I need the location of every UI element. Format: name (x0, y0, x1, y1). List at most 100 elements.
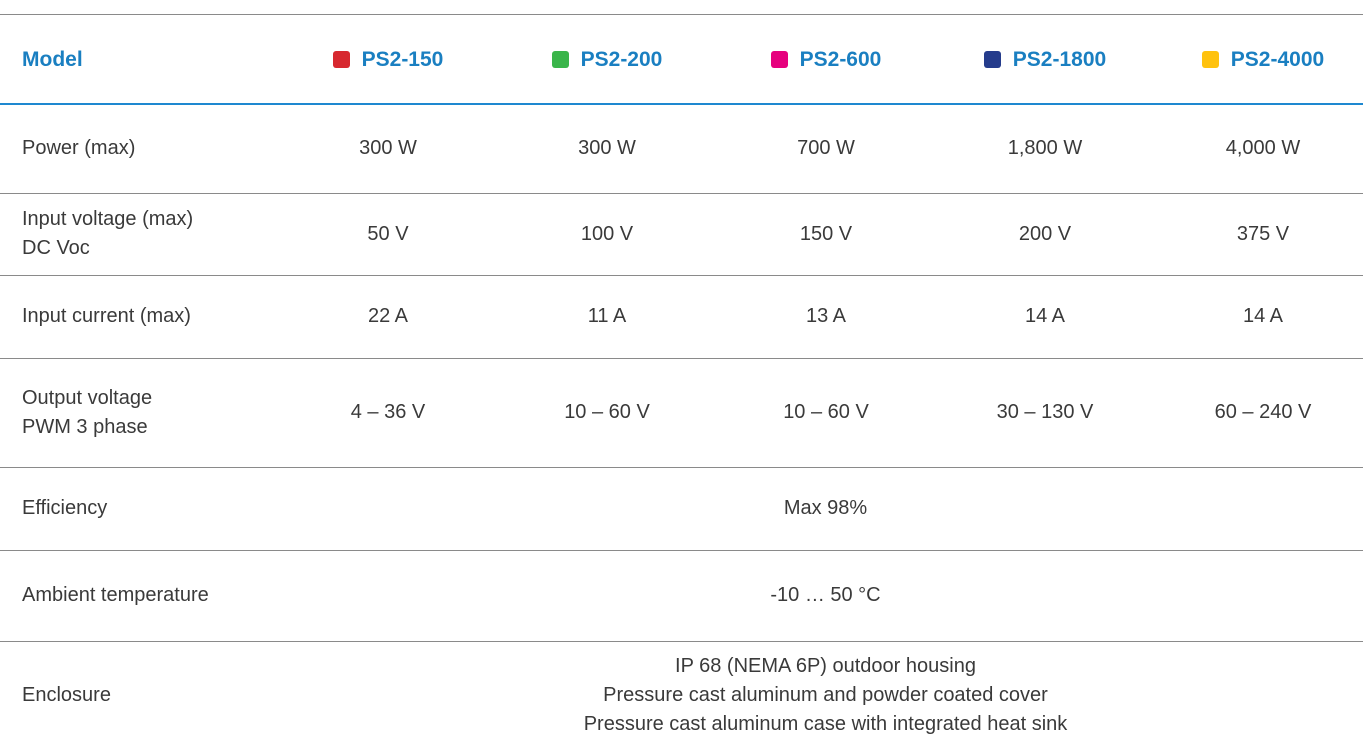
row-label-text: Output voltage (22, 386, 153, 409)
header-label: Model (22, 14, 83, 104)
model-name: PS2-150 (361, 47, 444, 71)
row-label-text: DC Voc (22, 237, 90, 259)
value-cell: 150 V (718, 193, 934, 275)
value-text: 13 A (805, 305, 847, 327)
value-text: 50 V (367, 222, 409, 245)
value-text: 14 A (1242, 305, 1284, 327)
row-label-line: Power (max) (22, 134, 135, 163)
value-text: 200 V (1018, 222, 1072, 245)
color-swatch (770, 50, 788, 68)
shared-text: Max 98% (783, 497, 868, 519)
model-name: PS2-1800 (1012, 47, 1107, 71)
model-header: PS2-200 (499, 14, 715, 104)
row-rule (0, 641, 1363, 642)
row-label-text: Power (max) (22, 137, 136, 159)
model-header-inner: PS2-1800 (983, 45, 1107, 74)
value-text: 10 – 60 V (783, 401, 869, 423)
top-rule (0, 14, 1363, 15)
model-header: PS2-150 (280, 14, 496, 104)
row-label-line: Efficiency (22, 494, 107, 523)
value-cell: 22 A (280, 275, 496, 358)
model-name: PS2-200 (580, 47, 663, 71)
value-cell: 700 W (718, 104, 934, 193)
value-text: 300 W (359, 137, 417, 159)
color-swatch (1201, 50, 1219, 68)
row-label: Ambient temperature (22, 550, 209, 641)
row-label: Output voltage PWM 3 phase (22, 358, 152, 467)
value-text: 150 V (799, 222, 853, 245)
row-label-line: Ambient temperature (22, 581, 209, 610)
model-header: PS2-4000 (1155, 14, 1363, 104)
value-cell: 11 A (499, 275, 715, 358)
row-label: Enclosure (22, 641, 111, 749)
row-label-text: Input current (max) (22, 305, 191, 327)
shared-cell: -10 … 50 °C (280, 550, 1363, 641)
shared-line: Max 98% (784, 494, 867, 523)
value-text: 60 – 240 V (1214, 401, 1312, 423)
model-header-inner: PS2-600 (770, 45, 882, 74)
value-text: 22 A (367, 305, 409, 327)
model-header-inner: PS2-4000 (1201, 45, 1325, 74)
row-label: Power (max) (22, 104, 135, 193)
model-header-inner: PS2-150 (332, 45, 444, 74)
shared-line: -10 … 50 °C (770, 581, 880, 610)
model-header-inner: PS2-200 (551, 45, 663, 74)
value-text: 30 – 130 V (996, 401, 1094, 423)
value-text: 4,000 W (1225, 137, 1301, 159)
row-rule (0, 193, 1363, 194)
value-cell: 200 V (937, 193, 1153, 275)
value-text: 14 A (1024, 305, 1066, 327)
model-header: PS2-600 (718, 14, 934, 104)
model-name: PS2-4000 (1230, 47, 1325, 71)
shared-text: -10 … 50 °C (770, 584, 881, 606)
shared-text: Pressure cast aluminum case with integra… (583, 712, 1068, 735)
value-cell: 30 – 130 V (937, 358, 1153, 467)
row-label: Input voltage (max) DC Voc (22, 193, 193, 275)
value-cell: 10 – 60 V (718, 358, 934, 467)
row-rule (0, 467, 1363, 468)
row-label-line: DC Voc (22, 234, 193, 263)
row-label-text: Input voltage (max) (22, 208, 194, 230)
value-cell: 14 A (937, 275, 1153, 358)
row-rule (0, 550, 1363, 551)
value-cell: 14 A (1155, 275, 1363, 358)
value-cell: 13 A (718, 275, 934, 358)
value-text: 300 W (578, 137, 636, 159)
row-label-line: Input current (max) (22, 302, 191, 331)
value-cell: 4 – 36 V (280, 358, 496, 467)
header-rule (0, 103, 1363, 105)
row-label: Efficiency (22, 467, 107, 550)
value-text: 4 – 36 V (350, 401, 426, 423)
model-name: PS2-600 (799, 47, 882, 71)
value-cell: 375 V (1155, 193, 1363, 275)
header-label-text: Model (22, 47, 83, 71)
row-label-text: Enclosure (22, 683, 111, 706)
color-swatch (983, 50, 1001, 68)
color-swatch (332, 50, 350, 68)
value-cell: 300 W (280, 104, 496, 193)
color-swatch (551, 50, 569, 68)
shared-text: Pressure cast aluminum and powder coated… (603, 683, 1048, 706)
value-cell: 4,000 W (1155, 104, 1363, 193)
value-cell: 60 – 240 V (1155, 358, 1363, 467)
value-text: 1,800 W (1007, 137, 1083, 159)
shared-line: Pressure cast aluminum case with integra… (584, 710, 1068, 739)
row-label-line: Enclosure (22, 681, 111, 710)
row-label-line: PWM 3 phase (22, 413, 152, 442)
value-text: 700 W (797, 137, 855, 159)
row-label-text: PWM 3 phase (22, 415, 148, 438)
value-text: 100 V (580, 222, 634, 245)
value-cell: 50 V (280, 193, 496, 275)
value-cell: 1,800 W (937, 104, 1153, 193)
shared-line: IP 68 (NEMA 6P) outdoor housing (675, 652, 976, 681)
row-label-line: Input voltage (max) (22, 205, 193, 234)
value-text: 375 V (1236, 222, 1290, 245)
row-label-text: Ambient temperature (22, 584, 209, 606)
model-header: PS2-1800 (937, 14, 1153, 104)
shared-cell: Max 98% (280, 467, 1363, 550)
row-label: Input current (max) (22, 275, 191, 358)
value-cell: 10 – 60 V (499, 358, 715, 467)
value-cell: 300 W (499, 104, 715, 193)
row-label-line: Output voltage (22, 384, 152, 413)
